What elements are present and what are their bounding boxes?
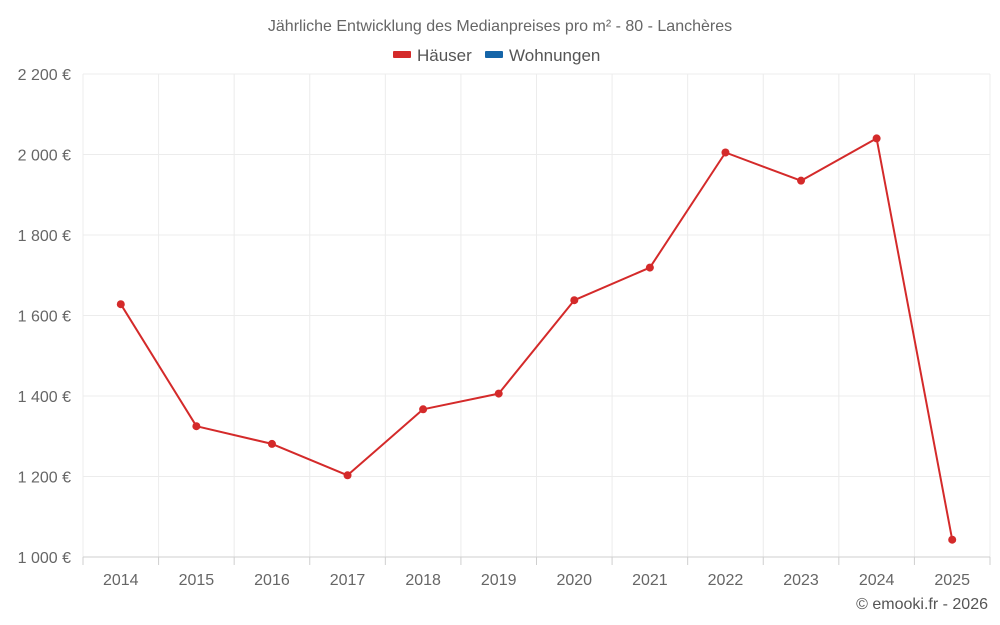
y-tick-label: 1 600 € <box>18 309 71 326</box>
legend-swatch-haeuser <box>393 51 411 58</box>
legend-item-wohnungen[interactable]: Wohnungen <box>485 46 600 65</box>
data-point-haeuser-2018[interactable] <box>419 405 428 414</box>
y-tick-label: 2 200 € <box>18 67 71 84</box>
y-tick-label: 1 800 € <box>18 228 71 245</box>
data-point-haeuser-2021[interactable] <box>645 263 654 272</box>
grid-layer <box>82 73 991 565</box>
x-tick-label: 2021 <box>632 572 668 589</box>
legend-swatch-wohnungen <box>485 51 503 58</box>
y-tick-label: 1 200 € <box>18 470 71 487</box>
legend[interactable]: Häuser Wohnungen <box>393 46 600 65</box>
x-tick-label: 2016 <box>254 572 290 589</box>
data-point-haeuser-2015[interactable] <box>192 422 201 431</box>
data-point-haeuser-2014[interactable] <box>116 300 125 309</box>
legend-label-haeuser: Häuser <box>417 46 472 65</box>
y-axis-ticks: 1 000 € 1 200 € 1 400 € 1 600 € 1 800 € 2 000… <box>18 67 71 567</box>
data-point-haeuser-2019[interactable] <box>494 389 503 398</box>
credit-text: © emooki.fr - 2026 <box>856 596 988 613</box>
x-tick-label: 2020 <box>556 572 592 589</box>
x-tick-label: 2017 <box>330 572 366 589</box>
series-line-haeuser <box>119 137 954 540</box>
x-tick-label: 2019 <box>481 572 517 589</box>
x-tick-label: 2022 <box>708 572 744 589</box>
x-tick-label: 2014 <box>103 572 139 589</box>
x-tick-label: 2023 <box>783 572 819 589</box>
data-point-haeuser-2023[interactable] <box>797 176 806 185</box>
x-tick-label: 2024 <box>859 572 895 589</box>
data-point-haeuser-2024[interactable] <box>872 134 881 143</box>
y-tick-label: 1 400 € <box>18 389 71 406</box>
legend-item-haeuser[interactable]: Häuser <box>393 46 472 65</box>
data-point-haeuser-2022[interactable] <box>721 148 730 157</box>
x-tick-label: 2025 <box>934 572 970 589</box>
series-layer <box>116 134 957 544</box>
chart-title: Jährliche Entwicklung des Medianpreises … <box>268 18 732 35</box>
x-tick-label: 2018 <box>405 572 441 589</box>
y-tick-label: 2 000 € <box>18 148 71 165</box>
y-tick-label: 1 000 € <box>18 550 71 567</box>
data-point-haeuser-2017[interactable] <box>343 471 352 480</box>
data-point-haeuser-2020[interactable] <box>570 296 579 305</box>
x-tick-label: 2015 <box>179 572 215 589</box>
data-point-haeuser-2025[interactable] <box>948 535 957 544</box>
x-axis-ticks: 2014 2015 2016 2017 2018 2019 2020 2021 2022 2023… <box>103 572 970 589</box>
data-point-haeuser-2016[interactable] <box>267 439 276 448</box>
legend-label-wohnungen: Wohnungen <box>509 46 600 65</box>
